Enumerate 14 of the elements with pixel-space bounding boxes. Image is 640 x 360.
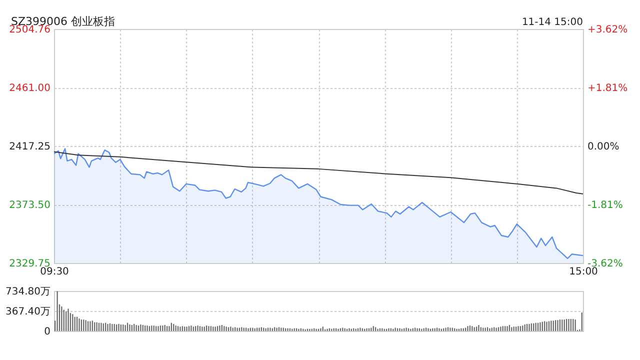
y-tick-label: 0 [44, 326, 50, 338]
y2-tick-label: +3.62% [588, 24, 628, 36]
y2-tick-label: 0.00% [588, 142, 620, 152]
y-tick-label: 2417.25 [9, 142, 50, 153]
x-tick-label: 15:00 [569, 266, 598, 278]
line-series [54, 151, 583, 194]
y-tick-label: 734.80万 [6, 286, 50, 298]
text: 11-14 15:00 [522, 17, 583, 28]
y-tick-label: 367.40万 [6, 306, 50, 318]
y-tick-label: 2373.50 [9, 200, 50, 212]
y-tick-label: 2461.00 [9, 83, 50, 94]
y2-tick-label: -1.81% [588, 200, 623, 211]
y2-tick-label: +1.81% [588, 83, 628, 94]
x-tick-label: 09:30 [40, 266, 69, 278]
